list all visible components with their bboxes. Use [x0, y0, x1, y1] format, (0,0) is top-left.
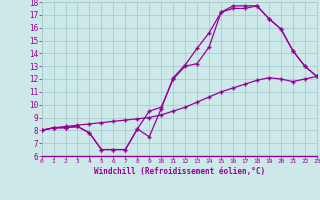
X-axis label: Windchill (Refroidissement éolien,°C): Windchill (Refroidissement éolien,°C): [94, 167, 265, 176]
